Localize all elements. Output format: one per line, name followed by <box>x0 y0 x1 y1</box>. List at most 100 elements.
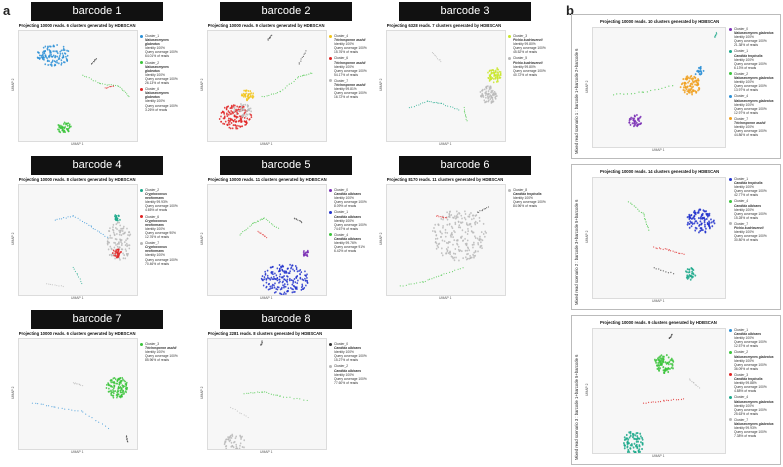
umap-point <box>295 266 298 269</box>
scenario-label: Mixed read scenario 2 : barcode 3+barcod… <box>574 199 579 305</box>
scatter-group <box>399 206 490 287</box>
umap-point <box>634 115 636 118</box>
umap-point <box>630 118 632 121</box>
umap-point <box>246 99 248 102</box>
umap-point <box>115 214 118 217</box>
umap-point <box>222 117 225 120</box>
umap-point <box>236 447 239 449</box>
legend-stat: 36.09% of reads <box>734 366 759 371</box>
umap-point <box>59 131 62 134</box>
umap-point <box>63 217 65 219</box>
umap-point <box>479 210 481 212</box>
umap-point <box>234 124 237 127</box>
umap-point <box>244 93 247 96</box>
umap-point <box>79 278 81 280</box>
umap-point <box>667 370 670 374</box>
umap-point <box>443 273 445 275</box>
umap-point <box>114 390 117 393</box>
plot-subtitle: Projecting 2281 reads. 8 clusters genera… <box>207 331 323 336</box>
umap-point <box>655 247 657 249</box>
umap-point <box>110 378 113 381</box>
umap-point <box>82 74 84 76</box>
umap-point <box>222 111 225 114</box>
umap-point <box>441 254 444 257</box>
umap-point <box>427 279 429 281</box>
legend-species: Trichosporon asahii <box>334 60 366 65</box>
legend-item: Cluster_0 Candida albicans Identity 100% Qu… <box>329 188 373 208</box>
umap-point <box>485 231 487 234</box>
umap-point <box>670 362 672 366</box>
legend-stat: Identity 100% <box>734 336 754 341</box>
legend-stat: Identity 99.80% <box>513 64 536 69</box>
umap-point <box>482 222 485 225</box>
umap-point <box>670 250 672 252</box>
umap-point <box>690 225 693 228</box>
umap-point <box>66 49 68 52</box>
umap-point <box>227 436 229 439</box>
legend-cluster-name: Cluster_7 <box>145 241 160 246</box>
umap-point <box>231 444 234 447</box>
legend-cluster-name: Cluster_1 <box>734 177 749 181</box>
legend-swatch <box>140 241 143 245</box>
umap-point <box>236 124 238 127</box>
umap-point <box>710 218 712 221</box>
umap-point <box>297 76 299 78</box>
umap-point <box>43 52 46 55</box>
x-axis-label: UMAP 1 <box>71 450 84 454</box>
legend-stat: 12.57% of reads <box>734 344 759 349</box>
umap-point <box>122 227 125 230</box>
umap-point <box>264 273 267 276</box>
umap-point <box>487 85 489 88</box>
umap-point <box>630 202 632 204</box>
umap-point <box>289 263 291 266</box>
umap-point <box>661 87 663 90</box>
umap-point <box>655 361 658 364</box>
umap-point <box>261 95 263 98</box>
umap-point <box>473 217 475 220</box>
umap-point <box>86 222 88 225</box>
umap-point <box>279 273 282 276</box>
umap-point <box>250 116 253 119</box>
legend-stat: Query coverage 100% <box>145 354 178 359</box>
legend-cluster-name: Cluster_4 <box>734 395 749 400</box>
umap-point <box>438 275 440 277</box>
umap-point <box>293 398 295 400</box>
umap-point <box>249 225 251 227</box>
umap-point <box>672 398 675 401</box>
legend-stat: Query coverage 100% <box>334 376 367 381</box>
umap-point <box>230 122 233 125</box>
umap-point <box>445 104 446 107</box>
legend-stat: Identity 100% <box>734 403 754 408</box>
umap-point <box>268 94 270 97</box>
legend-stat: 74.67% of reads <box>334 226 359 231</box>
legend-cluster-name: Cluster_3 <box>734 372 749 377</box>
umap-point <box>229 120 231 123</box>
umap-point <box>114 254 117 257</box>
umap-point <box>59 50 61 53</box>
umap-point <box>492 81 495 84</box>
umap-scatter <box>36 43 130 134</box>
umap-point <box>705 217 708 221</box>
umap-point <box>311 72 313 75</box>
umap-point <box>658 368 660 371</box>
umap-point <box>700 72 703 75</box>
umap-point <box>297 77 299 79</box>
umap-point <box>123 254 126 257</box>
umap-point <box>251 96 254 99</box>
y-axis-label: UMAP 2 <box>11 78 15 91</box>
scatter-group <box>627 201 716 281</box>
umap-point <box>288 279 291 282</box>
umap-point <box>452 106 454 108</box>
umap-point <box>449 210 451 213</box>
umap-point <box>266 274 269 277</box>
umap-point <box>304 254 307 257</box>
umap-point <box>109 227 111 230</box>
legend-cluster-name: Cluster_0 <box>734 27 749 31</box>
legend-stat: 15.27% of reads <box>334 358 359 363</box>
umap-point <box>235 435 238 438</box>
umap-point <box>646 225 649 227</box>
umap-point <box>643 215 645 217</box>
umap-point <box>98 231 100 233</box>
umap-point <box>498 70 501 73</box>
umap-point <box>274 278 277 281</box>
